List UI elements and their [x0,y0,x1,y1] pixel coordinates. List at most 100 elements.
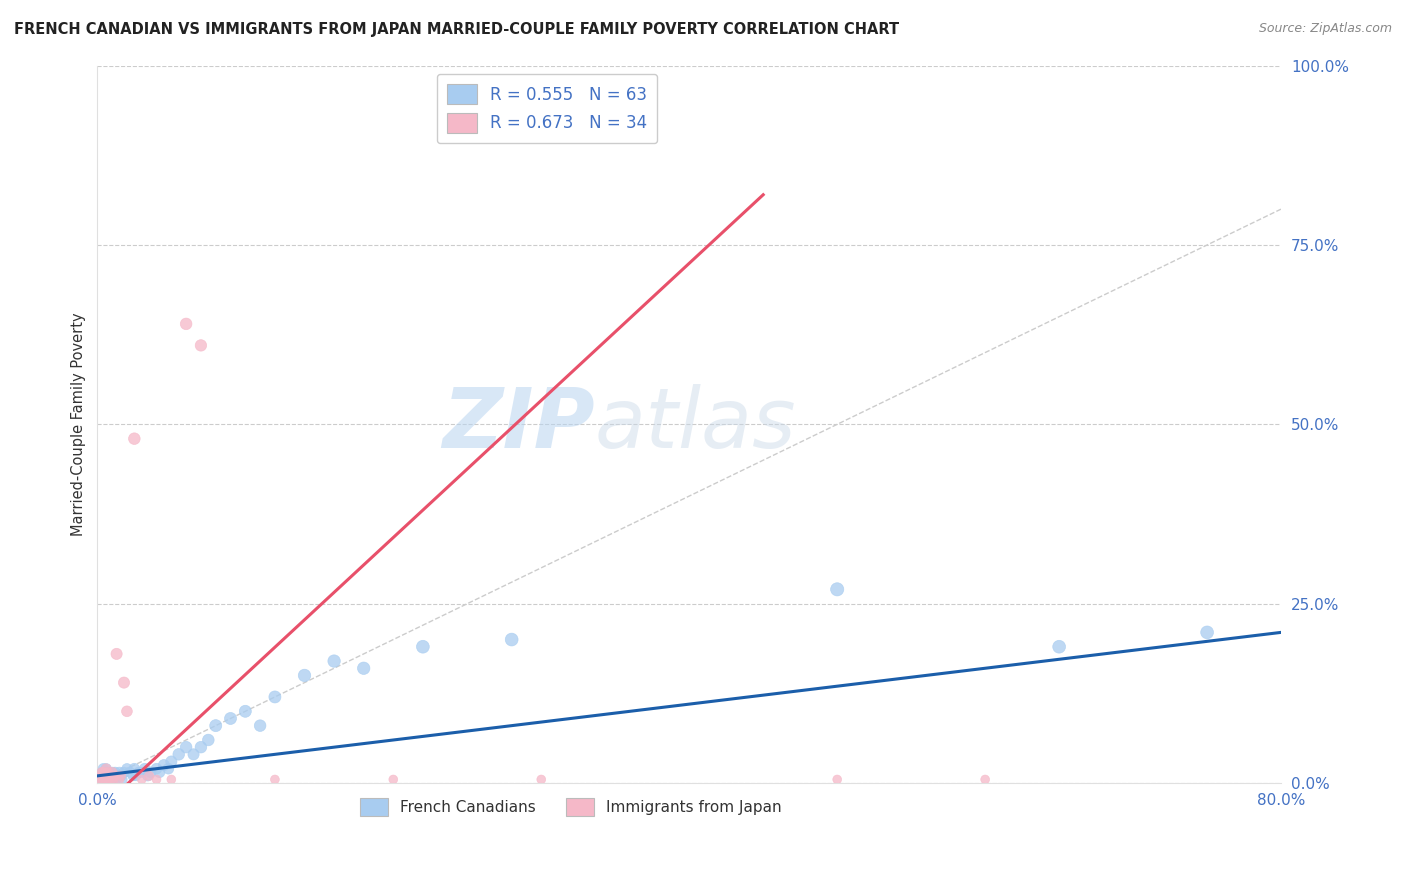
Point [174,317,197,331]
Point [105,772,128,787]
Point [353,661,375,675]
Point [174,740,197,755]
Point [183,747,205,762]
Point [530,772,553,787]
Point [412,640,434,654]
Point [124,432,146,446]
Point [131,772,153,787]
Point [103,772,125,787]
Point [124,762,146,776]
Point [94,769,117,783]
Point [101,765,124,780]
Point [131,765,153,780]
Point [108,772,131,787]
Point [323,654,346,668]
Point [103,772,125,787]
Point [94,772,117,787]
Point [1047,640,1070,654]
Point [97,769,120,783]
Point [91,769,114,783]
Point [105,769,128,783]
Point [97,772,120,787]
Point [121,769,143,783]
Point [111,772,134,787]
Point [128,765,150,780]
Text: Source: ZipAtlas.com: Source: ZipAtlas.com [1258,22,1392,36]
Point [197,733,219,747]
Point [134,762,156,776]
Point [105,647,128,661]
Legend: French Canadians, Immigrants from Japan: French Canadians, Immigrants from Japan [352,789,790,826]
Point [94,772,117,787]
Point [96,762,118,776]
Point [501,632,523,647]
Point [190,338,212,352]
Text: atlas: atlas [595,384,796,465]
Point [90,772,112,787]
Point [974,772,997,787]
Point [90,765,112,780]
Point [100,772,122,787]
Point [100,769,122,783]
Point [204,719,226,733]
Point [249,719,271,733]
Point [167,747,190,762]
Point [112,765,135,780]
Point [90,772,112,787]
Point [233,704,256,718]
Point [97,772,120,787]
Point [138,769,160,783]
Point [98,772,121,787]
Point [89,769,111,783]
Point [91,765,114,780]
Y-axis label: Married-Couple Family Poverty: Married-Couple Family Poverty [72,312,86,536]
Point [89,769,111,783]
Point [97,765,120,780]
Point [115,704,138,718]
Point [91,762,114,776]
Point [96,762,118,776]
Point [125,769,148,783]
Point [101,772,124,787]
Point [90,765,112,780]
Point [101,765,124,780]
Point [96,769,118,783]
Point [101,772,124,787]
Point [98,772,121,787]
Point [91,772,114,787]
Point [190,740,212,755]
Point [118,765,141,780]
Point [1197,625,1219,640]
Point [108,765,131,780]
Point [145,772,167,787]
Point [825,772,848,787]
Point [139,765,162,780]
Point [157,762,180,776]
Point [264,690,287,704]
Point [110,769,132,783]
Point [148,765,170,780]
Point [87,772,110,787]
Point [160,755,183,769]
Point [160,772,183,787]
Point [96,769,118,783]
Point [104,769,127,783]
Point [103,769,125,783]
Point [264,772,287,787]
Point [100,769,122,783]
Point [110,769,132,783]
Point [382,772,405,787]
Point [112,675,135,690]
Point [115,762,138,776]
Text: FRENCH CANADIAN VS IMMIGRANTS FROM JAPAN MARRIED-COUPLE FAMILY POVERTY CORRELATI: FRENCH CANADIAN VS IMMIGRANTS FROM JAPAN… [14,22,900,37]
Point [97,765,120,780]
Point [104,765,127,780]
Point [153,758,176,772]
Point [136,769,159,783]
Point [94,765,117,780]
Point [98,769,121,783]
Point [145,762,167,776]
Point [98,765,121,780]
Point [107,769,129,783]
Text: ZIP: ZIP [441,384,595,465]
